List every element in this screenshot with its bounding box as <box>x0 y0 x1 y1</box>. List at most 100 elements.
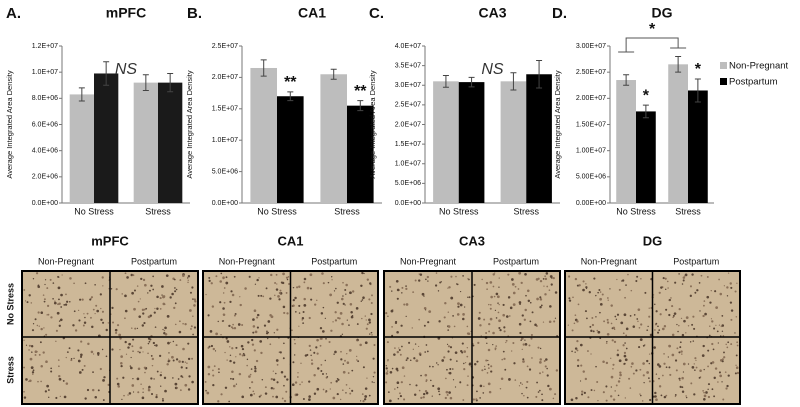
x-tick-label: Stress <box>513 206 539 216</box>
cell <box>586 317 588 320</box>
cell <box>115 331 118 334</box>
cell <box>583 391 586 395</box>
cell <box>73 357 75 360</box>
cell <box>272 378 276 382</box>
cell <box>89 298 92 301</box>
cell <box>81 298 84 301</box>
cell <box>144 371 146 374</box>
legend-label: Postpartum <box>729 77 778 88</box>
cell <box>676 347 679 350</box>
cell <box>147 352 149 355</box>
cell <box>341 297 344 301</box>
cell <box>437 290 440 292</box>
cell <box>610 304 613 307</box>
cell <box>362 366 365 369</box>
cell <box>316 387 320 391</box>
cell <box>43 300 46 303</box>
cell <box>191 357 194 360</box>
cell <box>568 297 571 300</box>
significance-bracket <box>618 37 687 53</box>
cell <box>399 392 401 395</box>
cell <box>681 333 685 337</box>
cell <box>718 371 721 374</box>
cell <box>492 343 494 346</box>
panel-label: D. <box>552 5 567 22</box>
cell <box>102 379 105 382</box>
cell <box>699 369 702 372</box>
bar <box>347 105 374 203</box>
cell <box>143 308 146 311</box>
column-label: Postpartum <box>493 256 539 266</box>
cell <box>674 394 677 396</box>
cell <box>316 299 318 302</box>
cell <box>300 362 302 365</box>
cell <box>166 314 170 318</box>
cell <box>70 357 73 360</box>
cell <box>459 303 463 307</box>
cell <box>124 294 127 298</box>
cell <box>511 283 515 286</box>
cell <box>456 313 460 316</box>
cell <box>232 323 234 326</box>
cell <box>309 273 313 277</box>
cell <box>494 272 496 274</box>
cell <box>466 355 469 358</box>
cell <box>364 315 366 317</box>
cell <box>489 281 493 284</box>
cell <box>539 358 543 361</box>
y-tick-label: 5.0E+06 <box>212 168 238 175</box>
cell <box>134 327 137 330</box>
cell <box>502 313 506 317</box>
cell <box>116 377 119 380</box>
cell <box>280 371 284 374</box>
cell <box>695 366 698 369</box>
cell <box>555 369 559 372</box>
cell <box>357 360 360 363</box>
cell <box>425 278 427 281</box>
cell <box>270 386 274 390</box>
cell <box>156 295 159 299</box>
cell <box>252 331 255 334</box>
cell <box>427 321 430 324</box>
cell <box>94 283 96 286</box>
cell <box>341 333 344 335</box>
cell <box>161 285 164 288</box>
cell <box>681 390 685 393</box>
cell <box>184 361 187 363</box>
cell <box>718 324 721 326</box>
cell <box>272 395 274 398</box>
cell <box>142 388 144 390</box>
cell <box>219 280 222 283</box>
cell <box>279 289 282 292</box>
cell <box>466 384 469 387</box>
cell <box>625 327 629 331</box>
cell <box>43 327 45 329</box>
cell <box>708 334 711 337</box>
cell <box>726 286 729 289</box>
cell <box>622 344 625 347</box>
cell <box>321 330 325 333</box>
cell <box>710 289 712 292</box>
column-label: Non-Pregnant <box>38 256 95 266</box>
cell <box>475 398 478 401</box>
cell <box>193 298 196 301</box>
cell <box>32 369 35 372</box>
panel-label: C. <box>369 5 384 22</box>
cell <box>606 297 609 299</box>
cell <box>509 315 511 317</box>
column-label: Non-Pregnant <box>400 256 457 266</box>
column-label: Postpartum <box>673 256 719 266</box>
cell <box>668 299 670 301</box>
cell <box>698 282 701 284</box>
cell <box>674 395 677 398</box>
cell <box>361 271 364 275</box>
cell <box>84 397 87 400</box>
cell <box>605 399 608 402</box>
cell <box>467 278 469 280</box>
cell <box>44 279 47 281</box>
cell <box>283 384 285 387</box>
cell <box>128 392 132 395</box>
cell <box>511 278 514 281</box>
cell <box>77 359 81 363</box>
cell <box>123 394 125 397</box>
